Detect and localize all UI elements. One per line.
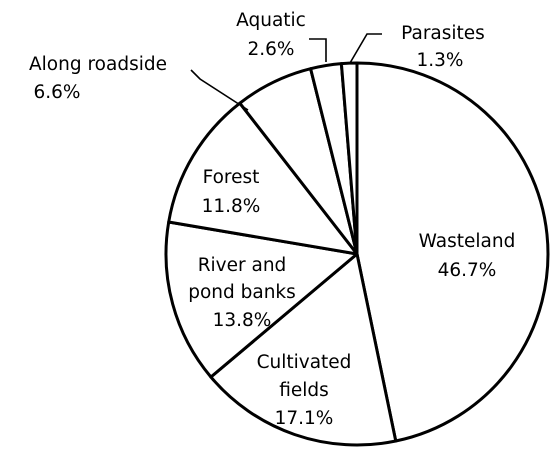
pie-slice-river-and-pond-banks [164, 220, 359, 379]
slice-value-river-pond-banks: 13.8% [213, 310, 272, 331]
slice-label-forest: Forest [203, 167, 260, 188]
slice-value-aquatic: 2.6% [248, 39, 295, 60]
slice-value-along-roadside: 6.6% [34, 82, 81, 103]
slice-label-river-pond-banks-line1: River and [198, 255, 287, 276]
leader-line-along-roadside [190, 69, 249, 111]
pie-slice-parasites [339, 61, 359, 256]
labels: Wasteland 46.7% Cultivated fields 17.1% … [29, 10, 515, 429]
slice-label-along-roadside: Along roadside [29, 54, 167, 75]
slice-label-cultivated-fields-line2: fields [279, 380, 329, 401]
slice-label-cultivated-fields-line1: Cultivated [257, 352, 352, 373]
leader-line-aquatic [309, 38, 327, 62]
pie-slice-forest [167, 101, 359, 256]
leader-lines [190, 33, 382, 111]
slice-value-parasites: 1.3% [417, 50, 464, 71]
slice-value-wasteland: 46.7% [438, 260, 497, 281]
slice-label-river-pond-banks-line2: pond banks [188, 282, 296, 303]
slice-label-parasites: Parasites [401, 23, 485, 44]
leader-line-parasites [349, 33, 382, 64]
pie-slices [164, 61, 550, 447]
pie-slice-cultivated-fields [209, 252, 398, 447]
slice-value-forest: 11.8% [202, 196, 261, 217]
slice-label-aquatic: Aquatic [236, 10, 306, 31]
slice-value-cultivated-fields: 17.1% [275, 408, 334, 429]
slice-label-wasteland: Wasteland [419, 231, 516, 252]
pie-slice-wasteland [355, 61, 550, 443]
